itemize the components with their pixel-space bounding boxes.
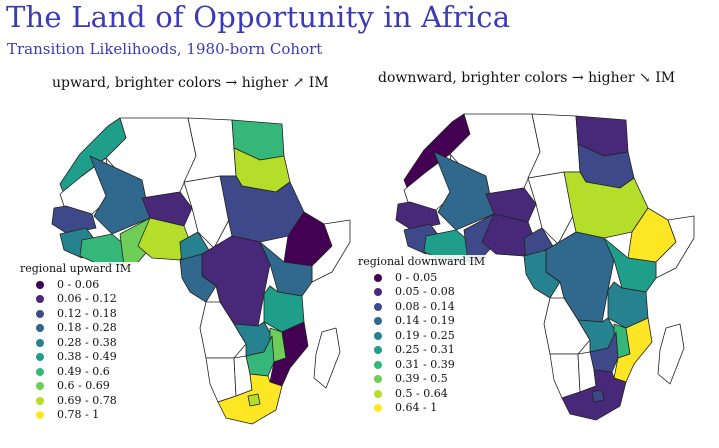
region-niger [141,191,193,227]
region-somalia [311,219,351,283]
upward-legend-item: 0 - 0.06 [20,278,168,293]
downward-legend-label: 0.14 - 0.19 [395,314,455,327]
downward-legend-swatch [374,302,382,311]
upward-legend-item: 0.38 - 0.49 [20,350,168,365]
upward-legend-item: 0.78 - 1 [20,408,168,423]
upward-map-title: upward, brighter colors → higher ↗ IM [52,75,329,91]
downward-legend-swatch [374,288,382,297]
downward-legend-title: regional downward IM [358,255,486,268]
upward-legend-item: 0.06 - 0.12 [20,292,168,307]
downward-legend-swatch [374,317,382,326]
downward-legend-label: 0.5 - 0.64 [395,386,448,400]
upward-legend-swatch [36,280,44,289]
upward-legend-swatch [36,411,44,420]
region-angola [543,297,591,355]
downward-legend-label: 0.39 - 0.5 [395,372,448,385]
downward-legend-item: 0.39 - 0.5 [358,372,508,387]
downward-legend-label: 0.64 - 1 [395,401,438,414]
upward-legend-item: 0.12 - 0.18 [20,307,168,322]
upward-legend-swatch [36,396,44,405]
upward-legend-item: 0.28 - 0.38 [20,336,168,351]
page-subtitle: Transition Likelihoods, 1980-born Cohort [7,40,323,58]
region-lesotho [591,389,605,403]
page-title: The Land of Opportunity in Africa [6,0,511,34]
upward-legend-swatch [36,295,44,304]
downward-legend-label: 0.08 - 0.14 [395,299,455,313]
upward-legend-swatch [36,382,44,391]
downward-legend-item: 0.25 - 0.31 [358,343,508,358]
downward-legend-item: 0 - 0.05 [358,271,508,286]
region-somalia [655,215,695,279]
downward-im-map [395,113,695,421]
region-senegal [51,205,97,235]
downward-legend: regional downward IM 0 - 0.05 0.05 - 0.08… [358,255,508,416]
downward-legend-label: 0.19 - 0.25 [395,328,455,342]
downward-legend-swatch [374,389,382,398]
upward-legend-label: 0 - 0.06 [57,277,100,291]
upward-legend-swatch [36,353,44,362]
downward-legend-swatch [374,360,382,369]
downward-legend-swatch [374,331,382,340]
region-uganda-kenya [259,241,313,297]
downward-legend-label: 0.25 - 0.31 [395,343,455,356]
upward-legend: regional upward IM 0 - 0.06 0.06 - 0.12 0.… [20,262,168,423]
downward-legend-item: 0.08 - 0.14 [358,300,508,315]
downward-legend-label: 0 - 0.05 [395,270,438,284]
region-congo-gabon [523,249,561,299]
downward-legend-item: 0.64 - 1 [358,401,508,416]
region-lesotho [247,393,261,407]
upward-legend-label: 0.49 - 0.6 [57,364,110,378]
region-madagascar [657,323,685,385]
upward-legend-label: 0.18 - 0.28 [57,321,117,334]
region-uganda-kenya [603,237,657,293]
region-madagascar [313,327,341,389]
region-namibia [205,357,237,403]
region-niger [485,187,537,223]
upward-legend-item: 0.18 - 0.28 [20,321,168,336]
upward-legend-label: 0.06 - 0.12 [57,292,117,305]
downward-legend-item: 0.14 - 0.19 [358,314,508,329]
upward-legend-swatch [36,367,44,376]
upward-legend-item: 0.6 - 0.69 [20,379,168,394]
upward-legend-label: 0.28 - 0.38 [57,335,117,349]
upward-legend-swatch [36,324,44,333]
downward-legend-swatch [374,404,382,413]
upward-legend-swatch [36,338,44,347]
downward-legend-item: 0.5 - 0.64 [358,387,508,402]
downward-legend-label: 0.31 - 0.39 [395,357,455,371]
upward-legend-title: regional upward IM [20,262,132,275]
upward-im-map [51,117,351,425]
downward-map-title: downward, brighter colors → higher ↘ IM [378,70,676,86]
region-angola [199,301,247,359]
upward-legend-item: 0.49 - 0.6 [20,365,168,380]
downward-legend-item: 0.31 - 0.39 [358,358,508,373]
downward-legend-item: 0.05 - 0.08 [358,285,508,300]
upward-legend-swatch [36,309,44,318]
downward-legend-label: 0.05 - 0.08 [395,285,455,298]
upward-legend-label: 0.6 - 0.69 [57,379,110,392]
upward-legend-label: 0.78 - 1 [57,408,100,421]
region-congo-gabon [179,253,217,303]
upward-legend-label: 0.38 - 0.49 [57,350,117,363]
downward-legend-swatch [374,346,382,355]
upward-legend-item: 0.69 - 0.78 [20,394,168,409]
downward-legend-item: 0.19 - 0.25 [358,329,508,344]
region-senegal [395,201,441,231]
upward-legend-label: 0.69 - 0.78 [57,393,117,407]
downward-legend-swatch [374,375,382,384]
downward-legend-swatch [374,273,382,282]
upward-legend-label: 0.12 - 0.18 [57,306,117,320]
region-namibia [549,353,581,399]
